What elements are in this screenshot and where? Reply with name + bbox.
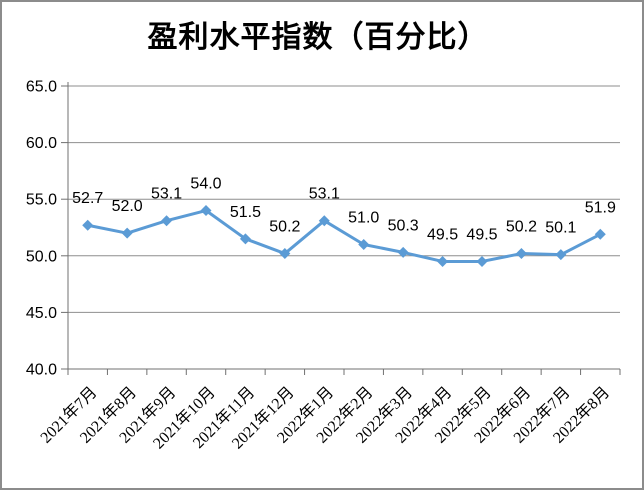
y-tick-label: 55.0 bbox=[26, 192, 57, 209]
data-point-marker bbox=[121, 227, 133, 239]
y-tick-label: 60.0 bbox=[26, 135, 57, 152]
data-point-marker bbox=[318, 215, 330, 227]
data-label: 53.1 bbox=[151, 186, 182, 203]
data-label: 51.0 bbox=[348, 209, 379, 226]
data-point-marker bbox=[515, 248, 527, 260]
data-point-marker bbox=[555, 249, 567, 261]
data-label: 50.3 bbox=[388, 217, 419, 234]
data-point-marker bbox=[397, 246, 409, 258]
data-point-marker bbox=[82, 219, 94, 231]
data-label: 52.7 bbox=[72, 190, 103, 207]
data-label: 49.5 bbox=[427, 226, 458, 243]
series-line bbox=[87, 209, 601, 263]
data-label: 50.2 bbox=[506, 219, 537, 236]
data-point-marker bbox=[476, 255, 488, 267]
data-point-marker bbox=[161, 215, 173, 227]
data-point-marker bbox=[437, 255, 449, 267]
data-point-marker bbox=[200, 205, 212, 217]
data-label: 50.1 bbox=[545, 220, 576, 237]
data-label: 50.2 bbox=[269, 219, 300, 236]
data-label: 52.0 bbox=[112, 198, 143, 215]
chart-title: 盈利水平指数（百分比） bbox=[147, 21, 489, 54]
data-label: 49.5 bbox=[466, 226, 497, 243]
y-tick-label: 50.0 bbox=[26, 248, 57, 265]
y-tick-label: 40.0 bbox=[26, 362, 57, 379]
data-point-marker bbox=[279, 248, 291, 260]
data-label: 51.9 bbox=[585, 199, 616, 216]
data-label: 54.0 bbox=[190, 176, 221, 193]
data-point-marker bbox=[358, 238, 370, 250]
data-label: 53.1 bbox=[309, 186, 340, 203]
y-tick-label: 45.0 bbox=[26, 305, 57, 322]
data-label: 51.5 bbox=[230, 204, 261, 221]
y-tick-label: 65.0 bbox=[26, 79, 57, 96]
data-point-marker bbox=[239, 233, 251, 245]
data-point-marker bbox=[594, 228, 606, 240]
